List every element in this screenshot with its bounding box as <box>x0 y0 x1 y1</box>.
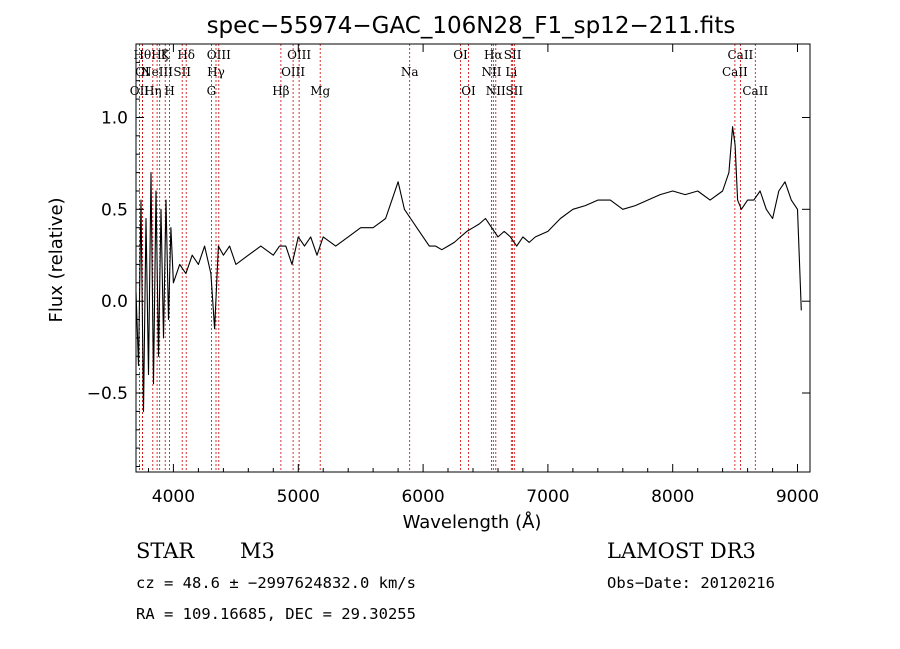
line-marker-label: OIII <box>287 48 311 62</box>
line-marker-label: H <box>164 84 174 98</box>
x-tick-label: 9000 <box>776 487 819 507</box>
x-tick-label: 4000 <box>152 487 195 507</box>
line-marker-label: SII <box>505 84 523 98</box>
line-marker-label: Hζ <box>151 48 168 62</box>
line-marker-label: NII <box>486 84 506 98</box>
line-marker-label: G <box>207 84 217 98</box>
line-marker-label: Hη <box>144 84 162 98</box>
line-marker-label: OIII <box>207 48 231 62</box>
obs-date: Obs−Date: 20120216 <box>607 574 775 592</box>
line-marker-label: OI <box>461 84 476 98</box>
line-marker-label: CaII <box>722 65 748 79</box>
line-marker-label: NeIII <box>141 65 173 79</box>
x-axis-ticks: 4000 5000 6000 7000 8000 9000 <box>148 44 819 507</box>
line-marker-label: SII <box>173 65 191 79</box>
line-marker-label: OIII <box>281 65 305 79</box>
line-marker-label: SII <box>504 48 522 62</box>
y-tick-label: 0.0 <box>101 292 128 312</box>
line-marker-label: Hα <box>484 48 503 62</box>
line-marker-labels: OII Hθ OI Hη NeIII HζK H SII Hδ G Hγ OIII Hβ OIII OIII… <box>130 48 769 98</box>
x-tick-label: 7000 <box>526 487 569 507</box>
x-tick-label: 6000 <box>401 487 444 507</box>
line-marker-label: OI <box>453 48 468 62</box>
line-marker-label: CaII <box>727 48 753 62</box>
x-tick-label: 5000 <box>277 487 320 507</box>
x-axis-label: Wavelength (Å) <box>403 511 542 533</box>
survey-name: LAMOST DR3 <box>607 539 756 563</box>
chart-title: spec−55974−GAC_106N28_F1_sp12−211.fits <box>207 13 736 39</box>
line-marker-label: Hδ <box>177 48 195 62</box>
line-marker-label: OI <box>135 65 150 79</box>
x-tick-label: 8000 <box>651 487 694 507</box>
line-marker-label: CaII <box>742 84 768 98</box>
y-axis-label: Flux (relative) <box>46 197 67 322</box>
object-subclass: M3 <box>240 539 275 563</box>
plot-frame <box>135 43 811 473</box>
spectrum-line <box>135 126 802 412</box>
line-marker-label: Hγ <box>207 65 225 79</box>
y-tick-label: 1.0 <box>101 109 128 129</box>
line-marker-label: K <box>161 48 171 62</box>
y-tick-label: −0.5 <box>87 384 128 404</box>
y-axis-ticks: −0.5 0.0 0.5 1.0 <box>87 61 810 467</box>
line-marker-label: Hβ <box>272 84 289 98</box>
object-class: STAR <box>136 539 195 563</box>
y-tick-label: 0.5 <box>101 200 128 220</box>
series-layer <box>135 126 802 412</box>
line-marker-label: Mg <box>310 84 330 98</box>
redshift-line: cz = 48.6 ± −2997624832.0 km/s <box>136 574 416 592</box>
line-marker-label: Li <box>505 65 517 79</box>
line-marker-label: NII <box>482 65 502 79</box>
line-markers <box>138 44 756 472</box>
line-marker-label: OII <box>130 84 150 98</box>
line-marker-label: Hθ <box>134 48 152 62</box>
line-marker-label: Na <box>401 65 419 79</box>
coordinates: RA = 109.16685, DEC = 29.30255 <box>136 605 416 623</box>
